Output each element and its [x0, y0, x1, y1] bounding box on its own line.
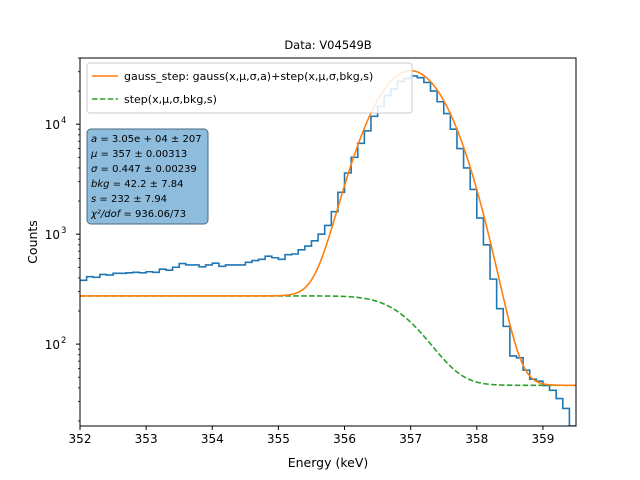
x-tick-label: 353: [135, 432, 158, 446]
fit-result-line: s = 232 ± 7.94: [91, 194, 167, 205]
x-tick-label: 358: [465, 432, 488, 446]
chart-title: Data: V04549B: [284, 38, 371, 52]
x-tick-label: 355: [267, 432, 290, 446]
fit-curve: [80, 69, 576, 387]
x-axis: 352 353 354 355 356 357 358 359: [69, 426, 554, 446]
y-tick-label: 10: [45, 228, 60, 242]
x-tick-label: 352: [69, 432, 92, 446]
fit-results-background: [86, 128, 209, 225]
x-tick-label: 356: [333, 432, 356, 446]
x-tick-label: 354: [201, 432, 224, 446]
y-tick-exponent: 2: [61, 336, 66, 346]
y-tick-label: 10: [45, 118, 60, 132]
x-tick-label: 357: [399, 432, 422, 446]
fit-result-line: χ²/dof = 936.06/73: [90, 209, 186, 220]
legend-fit-label: gauss_step: gauss(x,μ,σ,a)+step(x,μ,σ,bk…: [124, 70, 373, 83]
x-axis-label: Energy (keV): [288, 455, 369, 470]
data-histogram: [80, 75, 576, 426]
legend: gauss_step: gauss(x,μ,σ,a)+step(x,μ,σ,bk…: [86, 62, 413, 114]
y-tick-exponent: 4: [61, 116, 66, 126]
legend-frame: [86, 62, 413, 114]
fit-result-line: μ = 357 ± 0.00313: [90, 149, 187, 160]
fit-result-line: a = 3.05e + 04 ± 207: [91, 134, 202, 145]
y-axis-label: Counts: [25, 220, 40, 264]
y-tick-exponent: 3: [61, 226, 66, 236]
legend-step-label: step(x,μ,σ,bkg,s): [124, 93, 217, 106]
fit-result-line: bkg = 42.2 ± 7.84: [91, 179, 184, 190]
axes-frame: [79, 57, 577, 427]
plot-area: [80, 69, 576, 426]
fit-result-line: σ = 0.447 ± 0.00239: [91, 164, 197, 175]
y-tick-label: 10: [45, 338, 60, 352]
x-tick-label: 359: [531, 432, 554, 446]
fit-results-box: a = 3.05e + 04 ± 207 μ = 357 ± 0.00313 σ =…: [86, 128, 209, 225]
